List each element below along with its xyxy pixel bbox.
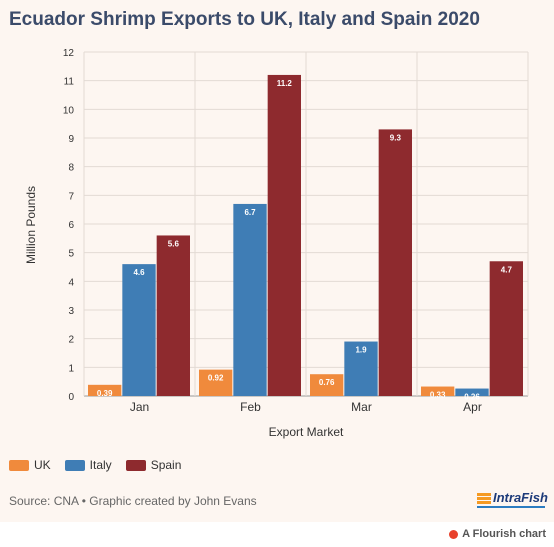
y-tick-label: 4 <box>68 277 74 288</box>
bars <box>88 74 523 396</box>
y-tick-label: 1 <box>68 363 74 374</box>
legend-label: UK <box>34 458 51 472</box>
bar-value-label: 0.76 <box>319 378 335 387</box>
y-tick-label: 6 <box>68 220 74 231</box>
chart-title: Ecuador Shrimp Exports to UK, Italy and … <box>9 9 480 30</box>
bar-value-label: 0.33 <box>430 391 446 400</box>
y-tick-label: 2 <box>68 335 74 346</box>
bar-value-label: 6.7 <box>244 208 256 217</box>
legend-swatch <box>64 459 85 471</box>
bar-value-label: 11.2 <box>277 79 293 88</box>
x-tick-labels: Jan Feb Mar Apr <box>130 400 482 414</box>
bar-value-label: 0.39 <box>97 389 113 398</box>
bar-italy-mar[interactable] <box>344 341 378 396</box>
bar-italy-apr[interactable] <box>455 388 489 396</box>
bar-value-label: 1.9 <box>355 346 367 355</box>
bar-value-labels: 0.39 4.6 5.6 0.92 6.7 11.2 0.76 1.9 9.3 0.33 0.26 4… <box>97 79 513 402</box>
bar-value-label: 9.3 <box>390 133 402 142</box>
y-tick-label: 0 <box>68 392 74 403</box>
bar-uk-jan[interactable] <box>88 384 122 396</box>
intrafish-logo-icon <box>477 491 491 505</box>
legend-swatch <box>125 459 146 471</box>
x-tick-label: Jan <box>130 400 149 414</box>
flourish-logo-icon <box>449 529 459 539</box>
y-tick-label: 7 <box>68 191 74 202</box>
x-tick-label: Mar <box>351 400 372 414</box>
bar-italy-jan[interactable] <box>122 264 156 396</box>
y-tick-label: 3 <box>68 306 74 317</box>
y-tick-label: 12 <box>63 48 75 59</box>
bar-value-label: 4.6 <box>133 268 145 277</box>
bar-uk-apr[interactable] <box>421 386 455 396</box>
y-tick-label: 5 <box>68 249 74 260</box>
bar-spain-mar[interactable] <box>378 129 412 396</box>
x-axis-label: Export Market <box>269 425 344 439</box>
bar-spain-feb[interactable] <box>267 74 301 396</box>
bar-spain-apr[interactable] <box>489 261 523 396</box>
footer-bar <box>0 522 554 547</box>
y-tick-label: 10 <box>63 105 75 116</box>
source-note: Source: CNA • Graphic created by John Ev… <box>9 494 257 508</box>
flourish-credit[interactable]: A Flourish chart <box>449 528 546 540</box>
x-tick-label: Apr <box>463 400 482 414</box>
intrafish-logo: IntraFish <box>477 490 548 505</box>
y-tick-label: 11 <box>64 77 75 88</box>
legend-item-uk[interactable]: UK <box>9 458 51 472</box>
legend-swatch <box>9 459 29 471</box>
bar-value-label: 0.92 <box>208 374 224 383</box>
x-tick-label: Feb <box>240 400 261 414</box>
y-tick-label: 8 <box>68 163 74 174</box>
y-tick-label: 9 <box>68 134 74 145</box>
bar-italy-feb[interactable] <box>233 203 267 396</box>
bar-spain-jan[interactable] <box>156 235 190 396</box>
bar-uk-mar[interactable] <box>310 374 344 396</box>
y-axis-label: Million Pounds <box>24 186 38 264</box>
bar-value-label: 0.26 <box>464 393 480 402</box>
legend-label: Italy <box>89 458 112 472</box>
legend-item-spain[interactable]: Spain <box>125 458 182 472</box>
legend: UK Italy Spain <box>9 458 181 472</box>
logo-text: IntraFish <box>493 490 548 505</box>
legend-item-italy[interactable]: Italy <box>64 458 112 472</box>
bar-value-label: 5.6 <box>168 239 180 248</box>
bar-uk-feb[interactable] <box>199 369 233 396</box>
logo-underline <box>477 506 545 508</box>
grid-lines <box>83 51 529 397</box>
bar-value-label: 4.7 <box>501 265 513 274</box>
flourish-credit-text: A Flourish chart <box>462 528 546 540</box>
legend-label: Spain <box>150 458 182 472</box>
